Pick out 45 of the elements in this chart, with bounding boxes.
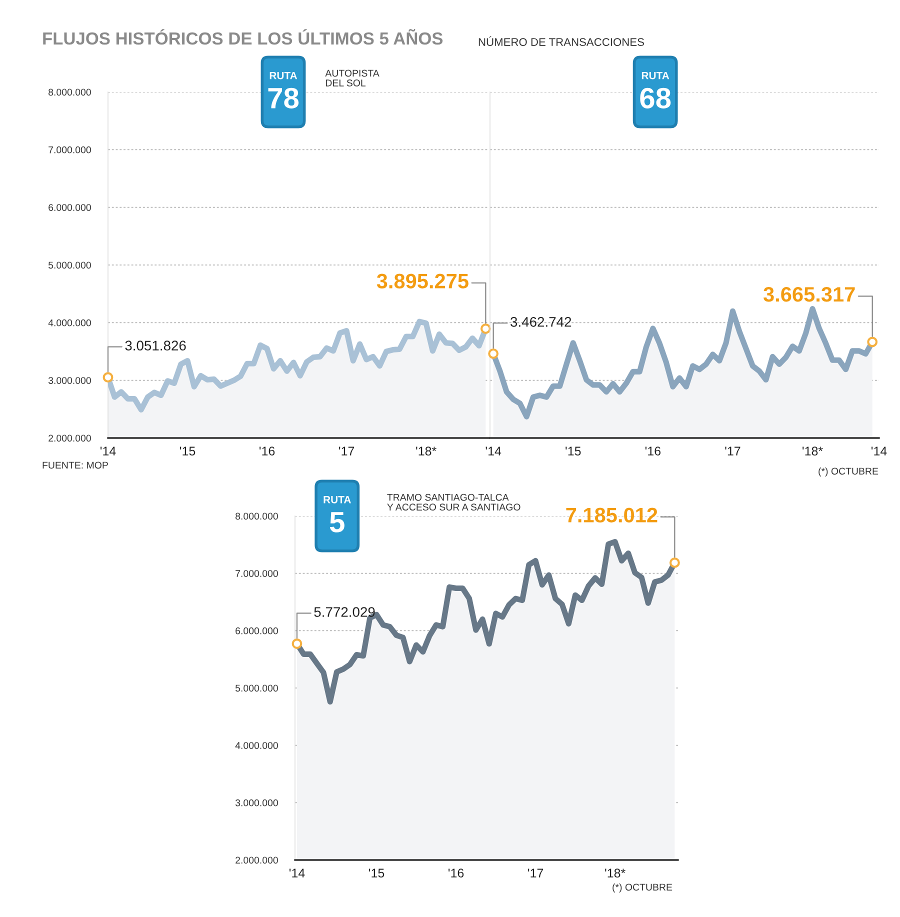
y-tick-label: 7.000.000 [48,146,91,154]
chart-subtitle: TRAMO SANTIAGO-TALCA Y ACCESO SUR A SANTIAGO [387,494,520,511]
annotation: 3.051.826 [125,340,186,351]
x-tick-label: '18* [416,446,436,456]
x-tick-label: '14 [871,446,887,456]
y-tick-label: 4.000.000 [48,319,91,326]
y-tick-label: 2.000.000 [236,856,278,864]
chart-title: RUTA 78 [268,72,299,108]
text: NÚMERO DE TRANSACCIONES [478,36,644,46]
annotation: 3.895.275 [376,274,468,289]
chart-title: RUTA 68 [640,72,671,108]
annotation: 7.185.012 [566,508,658,522]
y-tick-label: 6.000.000 [48,204,91,211]
x-tick-label: '17 [725,446,740,456]
y-tick-label: 5.000.000 [48,262,91,269]
y-tick-label: 2.000.000 [48,434,91,442]
y-tick-label: 8.000.000 [48,88,91,96]
chart-subtitle: AUTOPISTA DEL SOL [325,70,380,86]
text: (*) OCTUBRE [612,883,672,893]
text: FLUJOS HISTÓRICOS DE LOS ÚLTIMOS 5 AÑOS [43,29,443,45]
x-tick-label: '18* [605,868,626,878]
y-tick-label: 3.000.000 [235,799,278,806]
y-tick-label: 5.000.000 [235,684,278,692]
x-tick-label: '18* [802,446,823,456]
x-tick-label: '15 [368,868,384,878]
text: (*) OCTUBRE [818,467,878,477]
x-tick-label: '16 [645,446,661,456]
source-note: FUENTE: MOP [42,462,108,469]
x-tick-label: '17 [528,868,544,878]
y-tick-label: 3.000.000 [48,377,91,384]
x-tick-label: '17 [339,446,354,456]
x-tick-label: '16 [448,868,464,878]
x-tick-label: '15 [180,446,196,456]
x-tick-label: '16 [260,446,275,456]
x-tick-label: '15 [566,446,581,456]
x-tick-label: '14 [100,446,116,456]
y-tick-label: 7.000.000 [236,570,278,577]
chart-title: RUTA 5 [324,496,351,532]
y-tick-label: 6.000.000 [236,627,278,634]
x-tick-label: '14 [486,446,502,456]
y-tick-label: 8.000.000 [236,512,278,520]
x-tick-label: '14 [289,868,305,878]
annotation: 5.772.029 [314,607,375,617]
y-tick-label: 4.000.000 [235,742,278,749]
annotation: 3.665.317 [763,286,855,302]
